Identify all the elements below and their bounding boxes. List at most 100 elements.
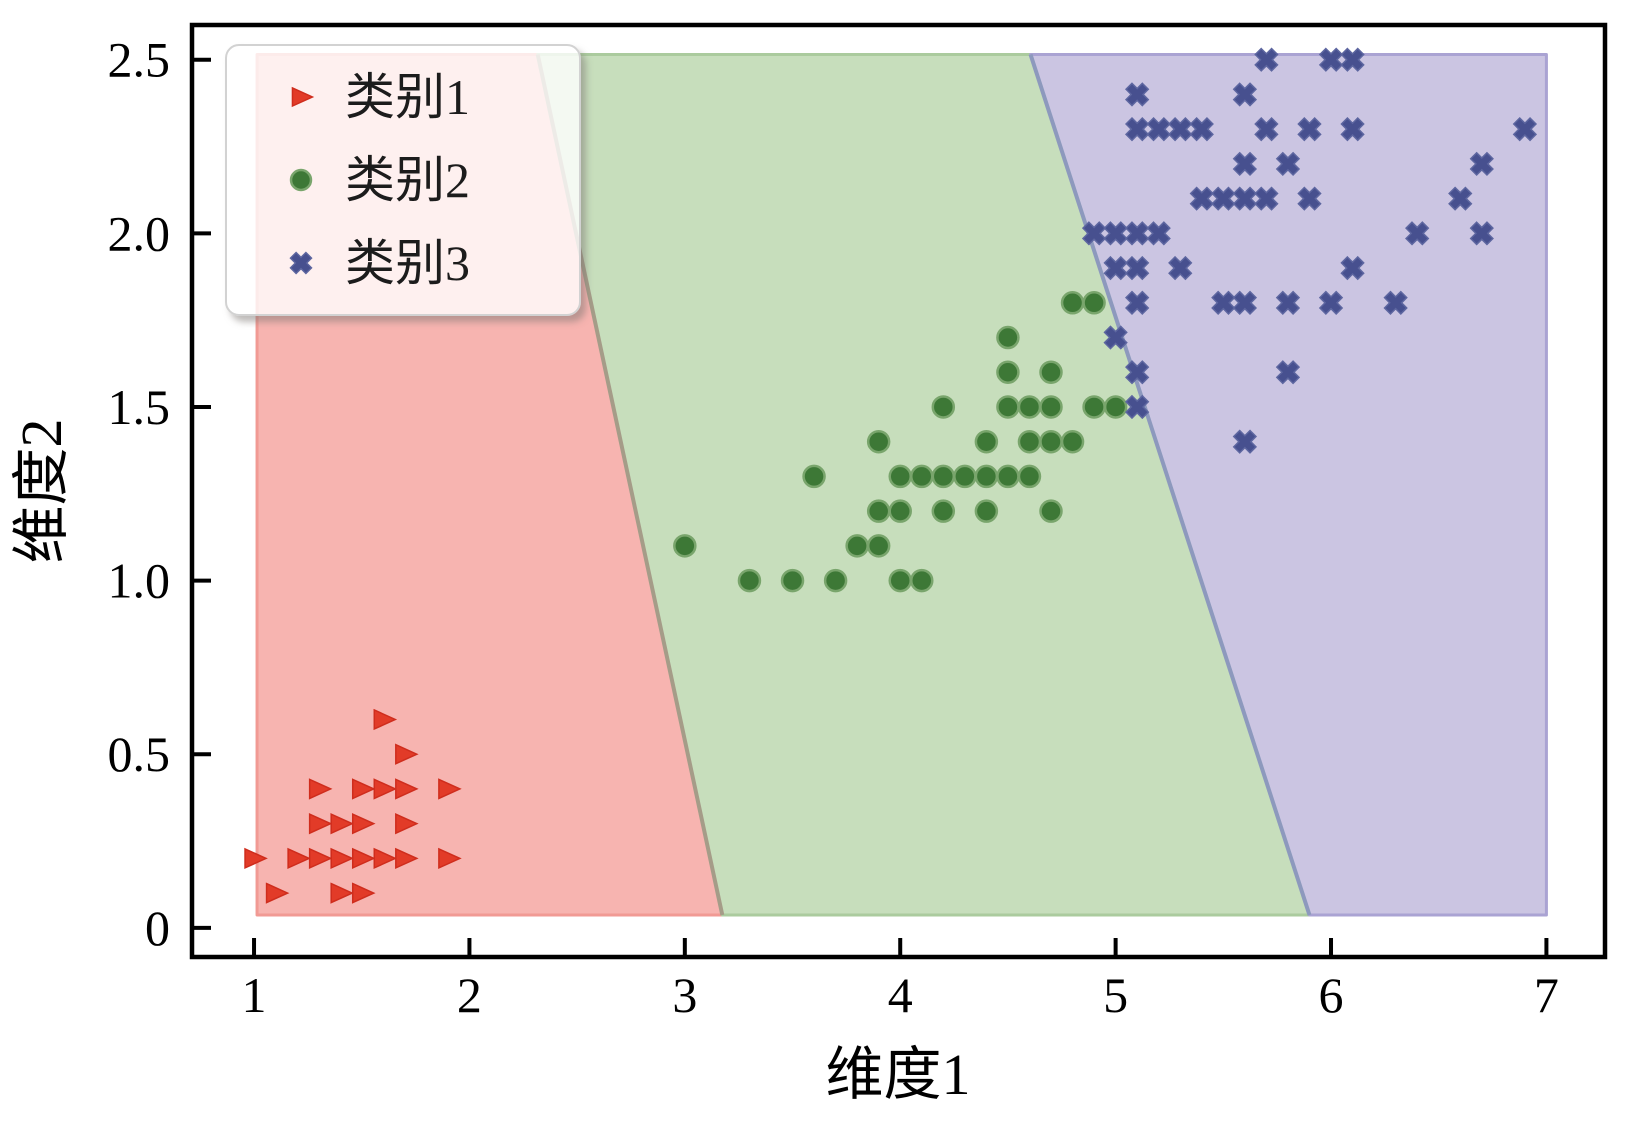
data-point xyxy=(1211,186,1236,211)
data-point xyxy=(1340,255,1365,281)
y-tick-label: 1.0 xyxy=(108,553,171,609)
data-point xyxy=(308,847,333,870)
legend-item-label: 类别2 xyxy=(345,152,470,208)
data-point xyxy=(1275,360,1301,385)
data-point xyxy=(996,360,1020,384)
data-point xyxy=(395,778,419,800)
circle-marker-icon xyxy=(289,168,313,192)
data-point xyxy=(845,534,869,558)
data-point xyxy=(1232,429,1258,454)
data-point xyxy=(1168,117,1193,142)
x-tick-label: 7 xyxy=(1534,967,1559,1023)
data-point xyxy=(373,778,398,800)
data-point xyxy=(1060,291,1085,315)
data-point xyxy=(438,778,462,800)
data-point xyxy=(287,847,311,870)
data-point xyxy=(1275,290,1301,315)
data-point xyxy=(1082,395,1106,419)
data-point xyxy=(1318,290,1344,315)
data-point xyxy=(1124,394,1150,420)
data-point xyxy=(673,534,697,558)
x-marker-icon xyxy=(289,251,313,275)
data-point xyxy=(330,812,355,835)
data-point xyxy=(438,847,462,870)
data-point xyxy=(1103,325,1128,350)
data-point xyxy=(1232,82,1258,107)
x-axis-title: 维度1 xyxy=(825,1042,971,1107)
data-point xyxy=(1340,117,1365,142)
data-point xyxy=(1383,290,1408,315)
data-point xyxy=(866,499,891,523)
data-point xyxy=(330,847,355,870)
data-point xyxy=(1146,221,1171,246)
data-point xyxy=(910,464,934,489)
data-point xyxy=(996,325,1020,350)
data-point xyxy=(1297,186,1322,211)
data-point xyxy=(289,168,313,192)
x-tick-label: 1 xyxy=(242,967,267,1023)
y-tick-label: 2.0 xyxy=(108,205,171,261)
data-point xyxy=(1124,117,1150,142)
data-point xyxy=(888,464,912,489)
data-point xyxy=(1060,429,1085,454)
y-tick-label: 1.5 xyxy=(108,379,171,435)
data-point xyxy=(395,812,419,835)
triangle-marker-icon xyxy=(291,87,315,108)
data-point xyxy=(953,464,977,489)
legend-item-class2: 类别2 xyxy=(227,139,579,222)
data-point xyxy=(1103,221,1128,246)
legend-item-label: 类别3 xyxy=(345,234,470,291)
data-point xyxy=(1039,429,1063,454)
data-point xyxy=(291,87,315,108)
data-point xyxy=(1254,186,1279,211)
x-tick-label: 4 xyxy=(888,967,913,1023)
legend-item-label: 类别1 xyxy=(345,69,470,126)
data-point xyxy=(1318,47,1344,72)
data-point xyxy=(1017,395,1042,419)
data-point xyxy=(1232,151,1258,177)
data-point xyxy=(244,847,268,870)
data-point xyxy=(1405,221,1430,246)
data-point xyxy=(910,568,934,593)
x-tick-label: 3 xyxy=(672,967,697,1023)
x-tick-label: 6 xyxy=(1319,967,1344,1023)
data-point xyxy=(308,778,333,800)
x-tick-label: 5 xyxy=(1103,967,1128,1023)
series-class1 xyxy=(244,708,462,904)
data-point xyxy=(1081,221,1107,246)
y-tick-label: 0 xyxy=(145,900,170,956)
data-point xyxy=(351,847,376,870)
data-point xyxy=(931,499,956,523)
data-point xyxy=(1168,255,1193,281)
data-point xyxy=(1124,290,1150,315)
data-point xyxy=(1297,117,1322,142)
data-point xyxy=(1448,186,1473,211)
data-point xyxy=(996,395,1020,419)
data-point xyxy=(1039,499,1063,523)
data-point xyxy=(888,499,912,523)
data-point xyxy=(1254,117,1279,142)
data-point xyxy=(351,812,376,835)
series-class3 xyxy=(1081,47,1538,454)
data-point xyxy=(737,568,762,593)
data-point xyxy=(289,251,313,275)
y-axis-title: 维度2 xyxy=(9,418,74,564)
data-point xyxy=(780,568,805,593)
legend-item-class3: 类别3 xyxy=(227,221,579,304)
legend-item-class1: 类别1 xyxy=(227,56,579,139)
decision-boundary-2 xyxy=(1028,53,1312,916)
data-point xyxy=(1232,186,1258,211)
data-point xyxy=(866,429,891,454)
data-point xyxy=(1124,82,1150,107)
data-point xyxy=(373,847,398,870)
data-point xyxy=(373,708,398,731)
data-point xyxy=(1103,255,1128,281)
data-point xyxy=(1017,429,1042,454)
data-point xyxy=(974,499,999,523)
data-point xyxy=(1211,290,1236,315)
data-point xyxy=(1469,151,1494,177)
data-point xyxy=(931,395,956,419)
data-point xyxy=(395,743,419,765)
